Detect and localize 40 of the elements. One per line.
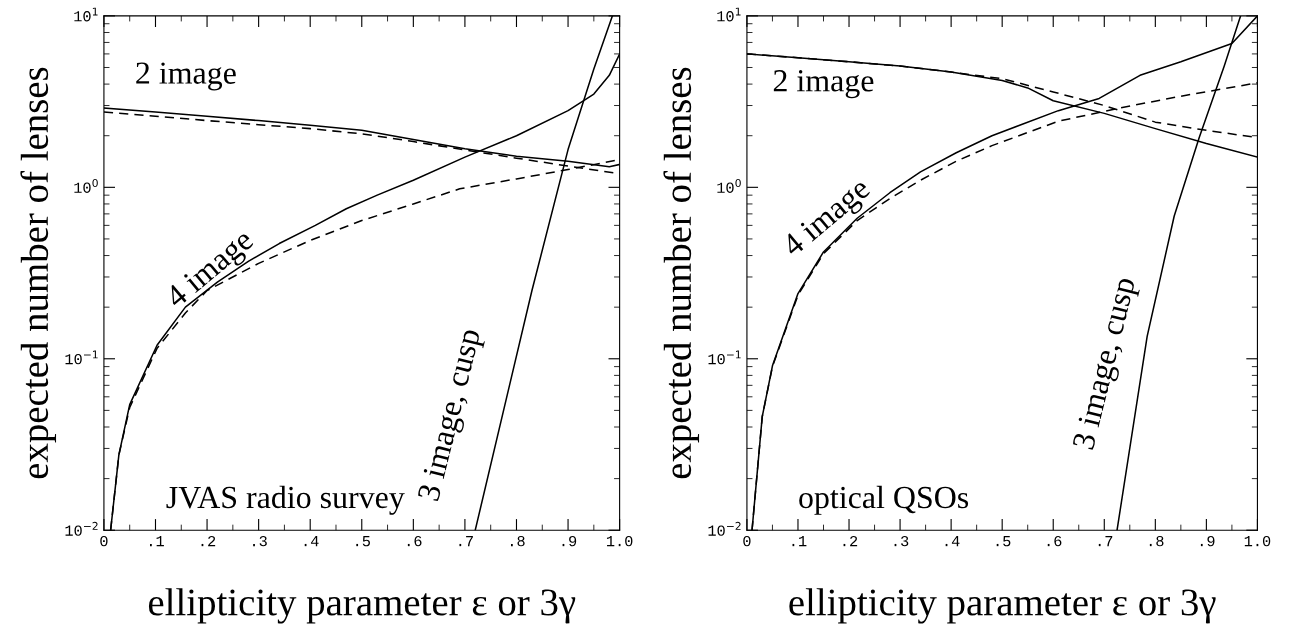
x-tick-label: .5	[356, 536, 370, 547]
y-tick-label: 10$^{−2}$	[65, 521, 98, 536]
x-axis-title: ellipticity parameter ε or 3γ	[148, 588, 576, 624]
y-tick-label: 10$^{0}$	[717, 178, 741, 193]
x-tick-label: .8	[511, 535, 525, 547]
x-tick-label: .3	[253, 535, 267, 547]
annotation: 2 image	[773, 70, 874, 99]
x-tick-label: .5	[996, 536, 1011, 547]
x-tick-label: .7	[1098, 536, 1113, 547]
x-tick-label: .3	[894, 535, 909, 547]
x-tick-label: .7	[459, 536, 473, 547]
x-tick-label: .9	[1200, 535, 1215, 547]
x-tick-label: .2	[201, 535, 216, 547]
x-tick-label: .6	[407, 535, 422, 547]
x-tick-label: 0	[100, 535, 108, 547]
y-axis-title: expected number of lenses	[663, 67, 700, 479]
x-tick-label: .6	[1047, 535, 1062, 547]
x-tick-label: .4	[304, 536, 319, 547]
annotation: optical QSOs	[799, 485, 969, 515]
x-tick-label: 1.0	[1244, 535, 1271, 547]
y-tick-label: 10$^{−1}$	[65, 350, 98, 365]
annotation: 3 image, cusp	[417, 327, 487, 504]
annotation: 3 image, cusp	[1072, 276, 1142, 452]
annotation: 2 image	[136, 62, 236, 91]
y-tick-label: 10$^{−1}$	[708, 350, 741, 365]
y-axis-title: expected number of lenses	[20, 67, 57, 479]
x-tick-label: .4	[945, 536, 960, 547]
x-tick-label: 1.0	[606, 535, 633, 547]
x-tick-label: .9	[562, 535, 577, 547]
x-tick-label: .2	[843, 535, 858, 547]
x-tick-label: .8	[1149, 535, 1164, 547]
x-axis-title: ellipticity parameter ε or 3γ	[789, 588, 1216, 624]
y-tick-label: 10$^{1}$	[74, 7, 98, 22]
annotation: JVAS radio survey	[166, 485, 405, 515]
x-tick-label: .1	[792, 536, 807, 547]
x-tick-label: .1	[150, 536, 164, 547]
y-tick-label: 10$^{0}$	[74, 178, 98, 193]
y-tick-label: 10$^{−2}$	[708, 521, 741, 536]
y-tick-label: 10$^{1}$	[717, 7, 741, 22]
x-tick-label: 0	[743, 535, 751, 547]
